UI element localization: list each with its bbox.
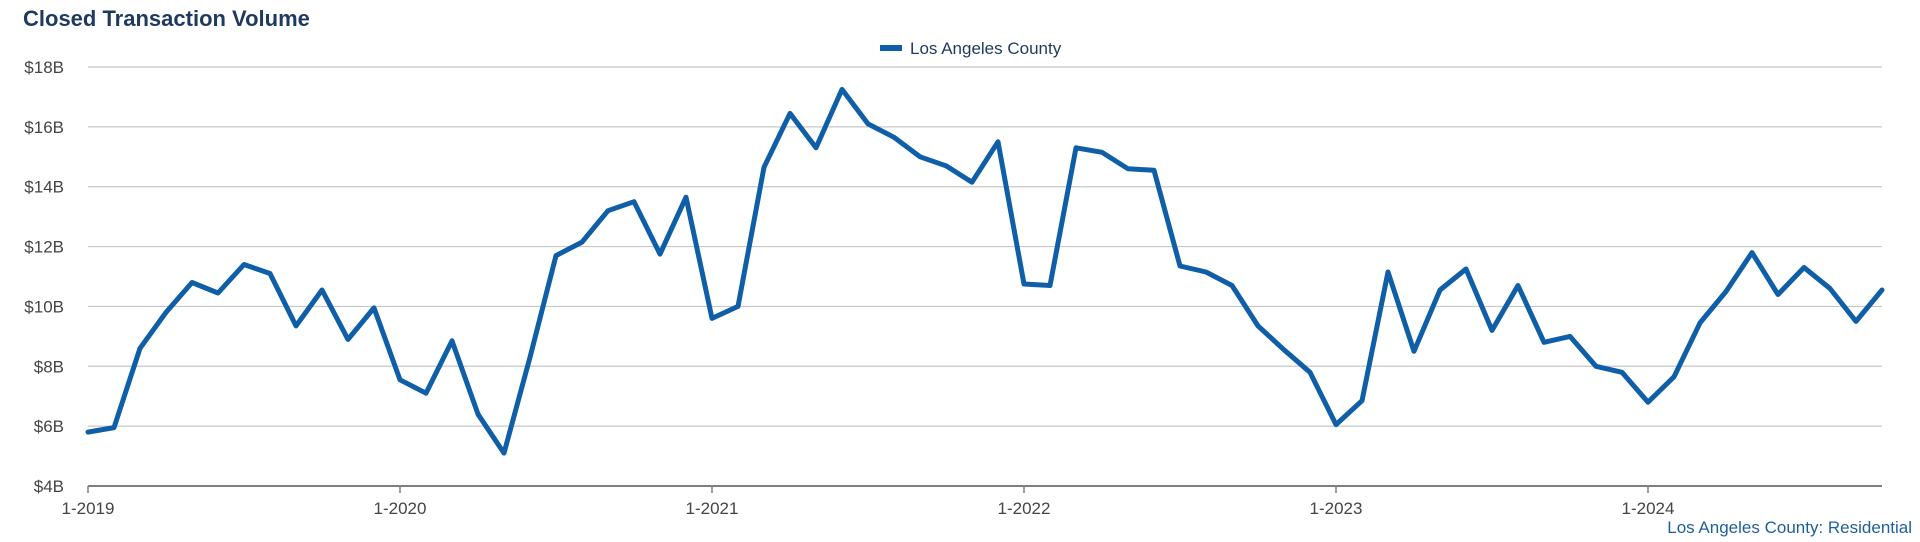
- series-lines: [85, 86, 1885, 456]
- x-tick-label: 1-2022: [998, 499, 1051, 518]
- legend-label[interactable]: Los Angeles County: [910, 39, 1062, 58]
- x-tick-label: 1-2024: [1622, 499, 1675, 518]
- legend[interactable]: Los Angeles County: [880, 39, 1062, 58]
- chart-title: Closed Transaction Volume: [23, 6, 310, 31]
- x-tick-label: 1-2019: [62, 499, 115, 518]
- y-tick-label: $4B: [34, 477, 64, 496]
- y-axis-tick-labels: $4B $6B $8B $10B $12B $14B $16B $18B: [24, 58, 64, 496]
- y-tick-label: $16B: [24, 118, 64, 137]
- y-tick-label: $18B: [24, 58, 64, 77]
- y-tick-label: $12B: [24, 238, 64, 257]
- gridlines: [88, 66, 1882, 487]
- y-tick-label: $14B: [24, 178, 64, 197]
- y-tick-label: $6B: [34, 417, 64, 436]
- y-tick-label: $10B: [24, 297, 64, 316]
- series-line: [85, 86, 1885, 456]
- y-tick-label: $8B: [34, 357, 64, 376]
- x-tick-label: 1-2023: [1310, 499, 1363, 518]
- x-tick-label: 1-2021: [686, 499, 739, 518]
- x-axis-tick-labels: 1-2019 1-2020 1-2021 1-2022 1-2023 1-2024: [62, 486, 1675, 518]
- x-tick-label: 1-2020: [374, 499, 427, 518]
- chart-source-label: Los Angeles County: Residential: [1667, 518, 1912, 537]
